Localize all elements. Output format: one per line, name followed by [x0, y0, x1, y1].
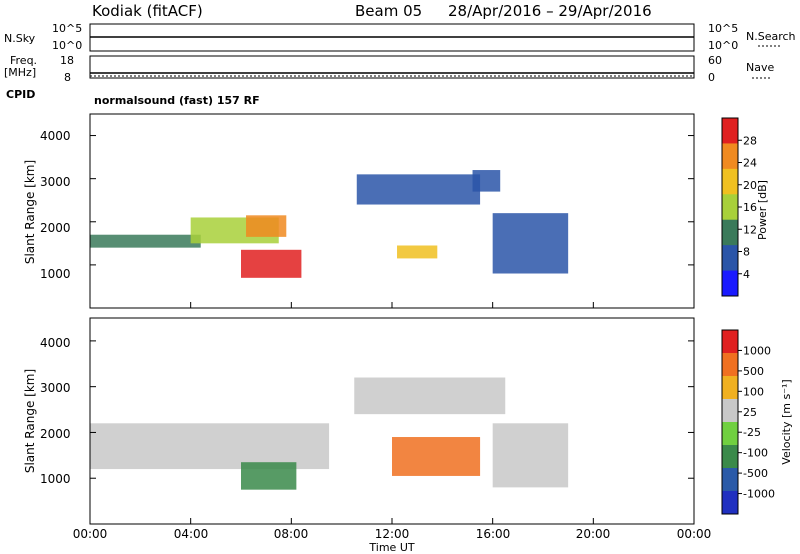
velocity-ytick-3000: 3000 [40, 381, 71, 395]
power-cbar-segment-2 [722, 168, 738, 195]
velocity-ytick-1000: 1000 [40, 472, 71, 486]
velocity-scatter-region-3 [354, 377, 506, 415]
power-ytick-1000: 1000 [40, 267, 71, 281]
power-cbar-tick-label-4: 12 [743, 223, 757, 236]
x-tick-2000: 20:00 [576, 527, 611, 541]
velocity-scatter-region-4 [492, 423, 569, 488]
power-scatter-region-7 [492, 213, 569, 274]
x-axis-label: Time UT [368, 541, 414, 554]
power-cbar-segment-6 [722, 270, 738, 297]
power-panel-frame [89, 113, 695, 309]
velocity-cbar-tick-label-4: -25 [743, 426, 761, 439]
power-ylabel: Slant Range [km] [23, 160, 37, 264]
power-cbar-tick-label-1: 24 [743, 157, 757, 170]
power-scatter-region-3 [241, 249, 302, 278]
freq-left-label-1: Freq. [10, 54, 37, 67]
velocity-cbar-tick-label-5: -100 [743, 447, 768, 460]
velocity-colorbar [722, 330, 738, 515]
power-scatter-region-5 [397, 245, 438, 259]
freq-right-tick-low: 0 [708, 71, 715, 84]
noise-left-tick-high: 10^5 [52, 22, 82, 35]
power-ytick-4000: 4000 [40, 129, 71, 143]
freq-right-tick-high: 60 [708, 54, 722, 67]
velocity-cbar-segment-5 [722, 445, 738, 469]
radar-title: Kodiak (fitACF) [92, 2, 203, 20]
beam-label: Beam 05 [355, 2, 422, 20]
velocity-cbar-segment-1 [722, 353, 738, 377]
power-cbar-segment-3 [722, 194, 738, 221]
velocity-colorbar-frame [721, 329, 739, 515]
velocity-cbar-tick-label-1: 500 [743, 365, 764, 378]
velocity-ytick-2000: 2000 [40, 427, 71, 441]
velocity-cbar-tick-label-6: -500 [743, 467, 768, 480]
velocity-colorbar-label: Velocity [m s⁻¹] [780, 379, 793, 464]
cpid-label: CPID [6, 88, 35, 101]
velocity-ylabel: Slant Range [km] [23, 369, 37, 473]
power-scatter-region-4 [356, 174, 481, 205]
velocity-scatter-region-0 [90, 423, 330, 470]
noise-right-tick-high: 10^5 [708, 22, 738, 35]
velocity-scatter-region-2 [392, 437, 481, 476]
velocity-cbar-segment-6 [722, 468, 738, 492]
power-cbar-tick-label-0: 28 [743, 134, 757, 147]
power-cbar-tick-label-2: 20 [743, 179, 757, 192]
freq-panel-frame [89, 55, 695, 79]
date-range: 28/Apr/2016 – 29/Apr/2016 [448, 2, 652, 20]
noise-right-label: N.Search [746, 30, 796, 43]
freq-left-tick-low: 8 [64, 71, 71, 84]
cpid-text: normalsound (fast) 157 RF [94, 94, 260, 107]
noise-right-tick-low: 10^0 [708, 39, 738, 52]
velocity-cbar-tick-label-3: 25 [743, 406, 757, 419]
velocity-scatter-region-1 [241, 462, 297, 490]
power-colorbar-ticks: 28 24 20 16 12 8 4 [738, 134, 757, 281]
nave-label: Nave [746, 61, 774, 74]
power-scatter-region-2 [246, 215, 287, 237]
power-cbar-tick-label-6: 4 [743, 268, 750, 281]
x-tick-0000b: 00:00 [677, 527, 712, 541]
power-cbar-segment-0 [722, 118, 738, 144]
power-y-ticks: 1000 2000 3000 4000 [40, 129, 71, 281]
freq-left-label-2: [MHz] [4, 66, 36, 79]
x-tick-0800: 08:00 [274, 527, 309, 541]
power-scatter-region-0 [90, 234, 201, 248]
power-colorbar-label: Power [dB] [756, 180, 769, 240]
power-cbar-segment-1 [722, 143, 738, 170]
power-heatmap [89, 135, 695, 308]
velocity-y-ticks: 1000 2000 3000 4000 [40, 336, 71, 486]
power-cbar-segment-4 [722, 219, 738, 246]
x-tick-1200: 12:00 [375, 527, 410, 541]
noise-left-label: N.Sky [4, 32, 36, 45]
power-cbar-tick-label-5: 8 [743, 246, 750, 259]
velocity-heatmap [89, 340, 695, 524]
power-cbar-tick-label-3: 16 [743, 201, 757, 214]
velocity-cbar-segment-0 [722, 330, 738, 354]
power-cbar-segment-5 [722, 245, 738, 272]
x-tick-0400: 04:00 [174, 527, 209, 541]
power-colorbar [722, 118, 738, 297]
velocity-colorbar-ticks: 1000 500 100 25 -25 -100 -500 -1000 [738, 344, 775, 501]
power-ytick-2000: 2000 [40, 221, 71, 235]
velocity-cbar-tick-label-7: -1000 [743, 488, 775, 501]
velocity-ytick-4000: 4000 [40, 336, 71, 350]
x-tick-1600: 16:00 [476, 527, 511, 541]
velocity-cbar-segment-2 [722, 376, 738, 400]
velocity-cbar-segment-7 [722, 491, 738, 515]
velocity-cbar-tick-label-0: 1000 [743, 344, 771, 357]
freq-left-tick-high: 18 [60, 54, 74, 67]
velocity-cbar-segment-3 [722, 399, 738, 423]
power-ytick-3000: 3000 [40, 175, 71, 189]
x-tick-0000a: 00:00 [73, 527, 108, 541]
noise-left-tick-low: 10^0 [52, 39, 82, 52]
velocity-cbar-tick-label-2: 100 [743, 385, 764, 398]
x-axis-ticks: 00:00 04:00 08:00 12:00 16:00 20:00 00:0… [73, 527, 712, 541]
velocity-panel-frame [89, 317, 695, 525]
velocity-cbar-segment-4 [722, 422, 738, 446]
power-scatter-region-6 [472, 170, 501, 192]
